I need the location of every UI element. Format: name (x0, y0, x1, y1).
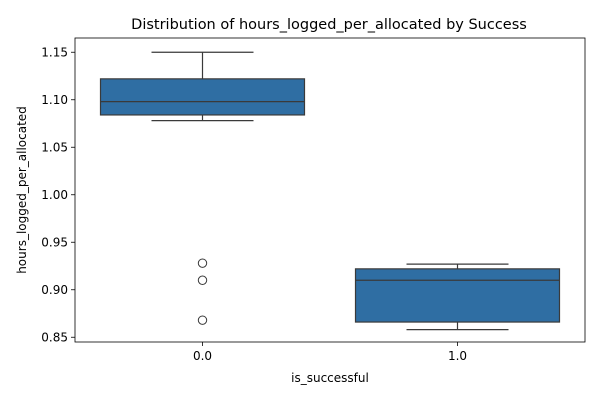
axes: 0.85 0.90 0.95 1.00 1.05 1.10 1.15 0.0 1.0 (41, 45, 467, 363)
outlier-point (197, 258, 208, 268)
y-tick-label: 1.00 (41, 188, 68, 202)
y-tick-label: 1.10 (41, 93, 68, 107)
y-tick-label: 0.95 (41, 235, 68, 249)
box-group-1 (354, 263, 561, 331)
y-tick-label: 1.15 (41, 45, 68, 59)
box-iqr (99, 78, 306, 116)
y-tick-label: 0.90 (41, 283, 68, 297)
box-group-0 (99, 51, 306, 325)
outlier-point (197, 275, 208, 285)
plot-frame (74, 37, 586, 343)
plot-area (99, 51, 561, 331)
outlier-point (197, 315, 208, 325)
y-tick-label: 1.05 (41, 140, 68, 154)
chart-title: Distribution of hours_logged_per_allocat… (131, 17, 527, 33)
y-tick-label: 0.85 (41, 330, 68, 344)
x-tick-label: 1.0 (448, 349, 467, 363)
box-iqr (354, 268, 561, 323)
y-axis-label: hours_logged_per_allocated (15, 106, 29, 274)
x-tick-label: 0.0 (193, 349, 212, 363)
x-axis-label: is_successful (291, 371, 369, 385)
